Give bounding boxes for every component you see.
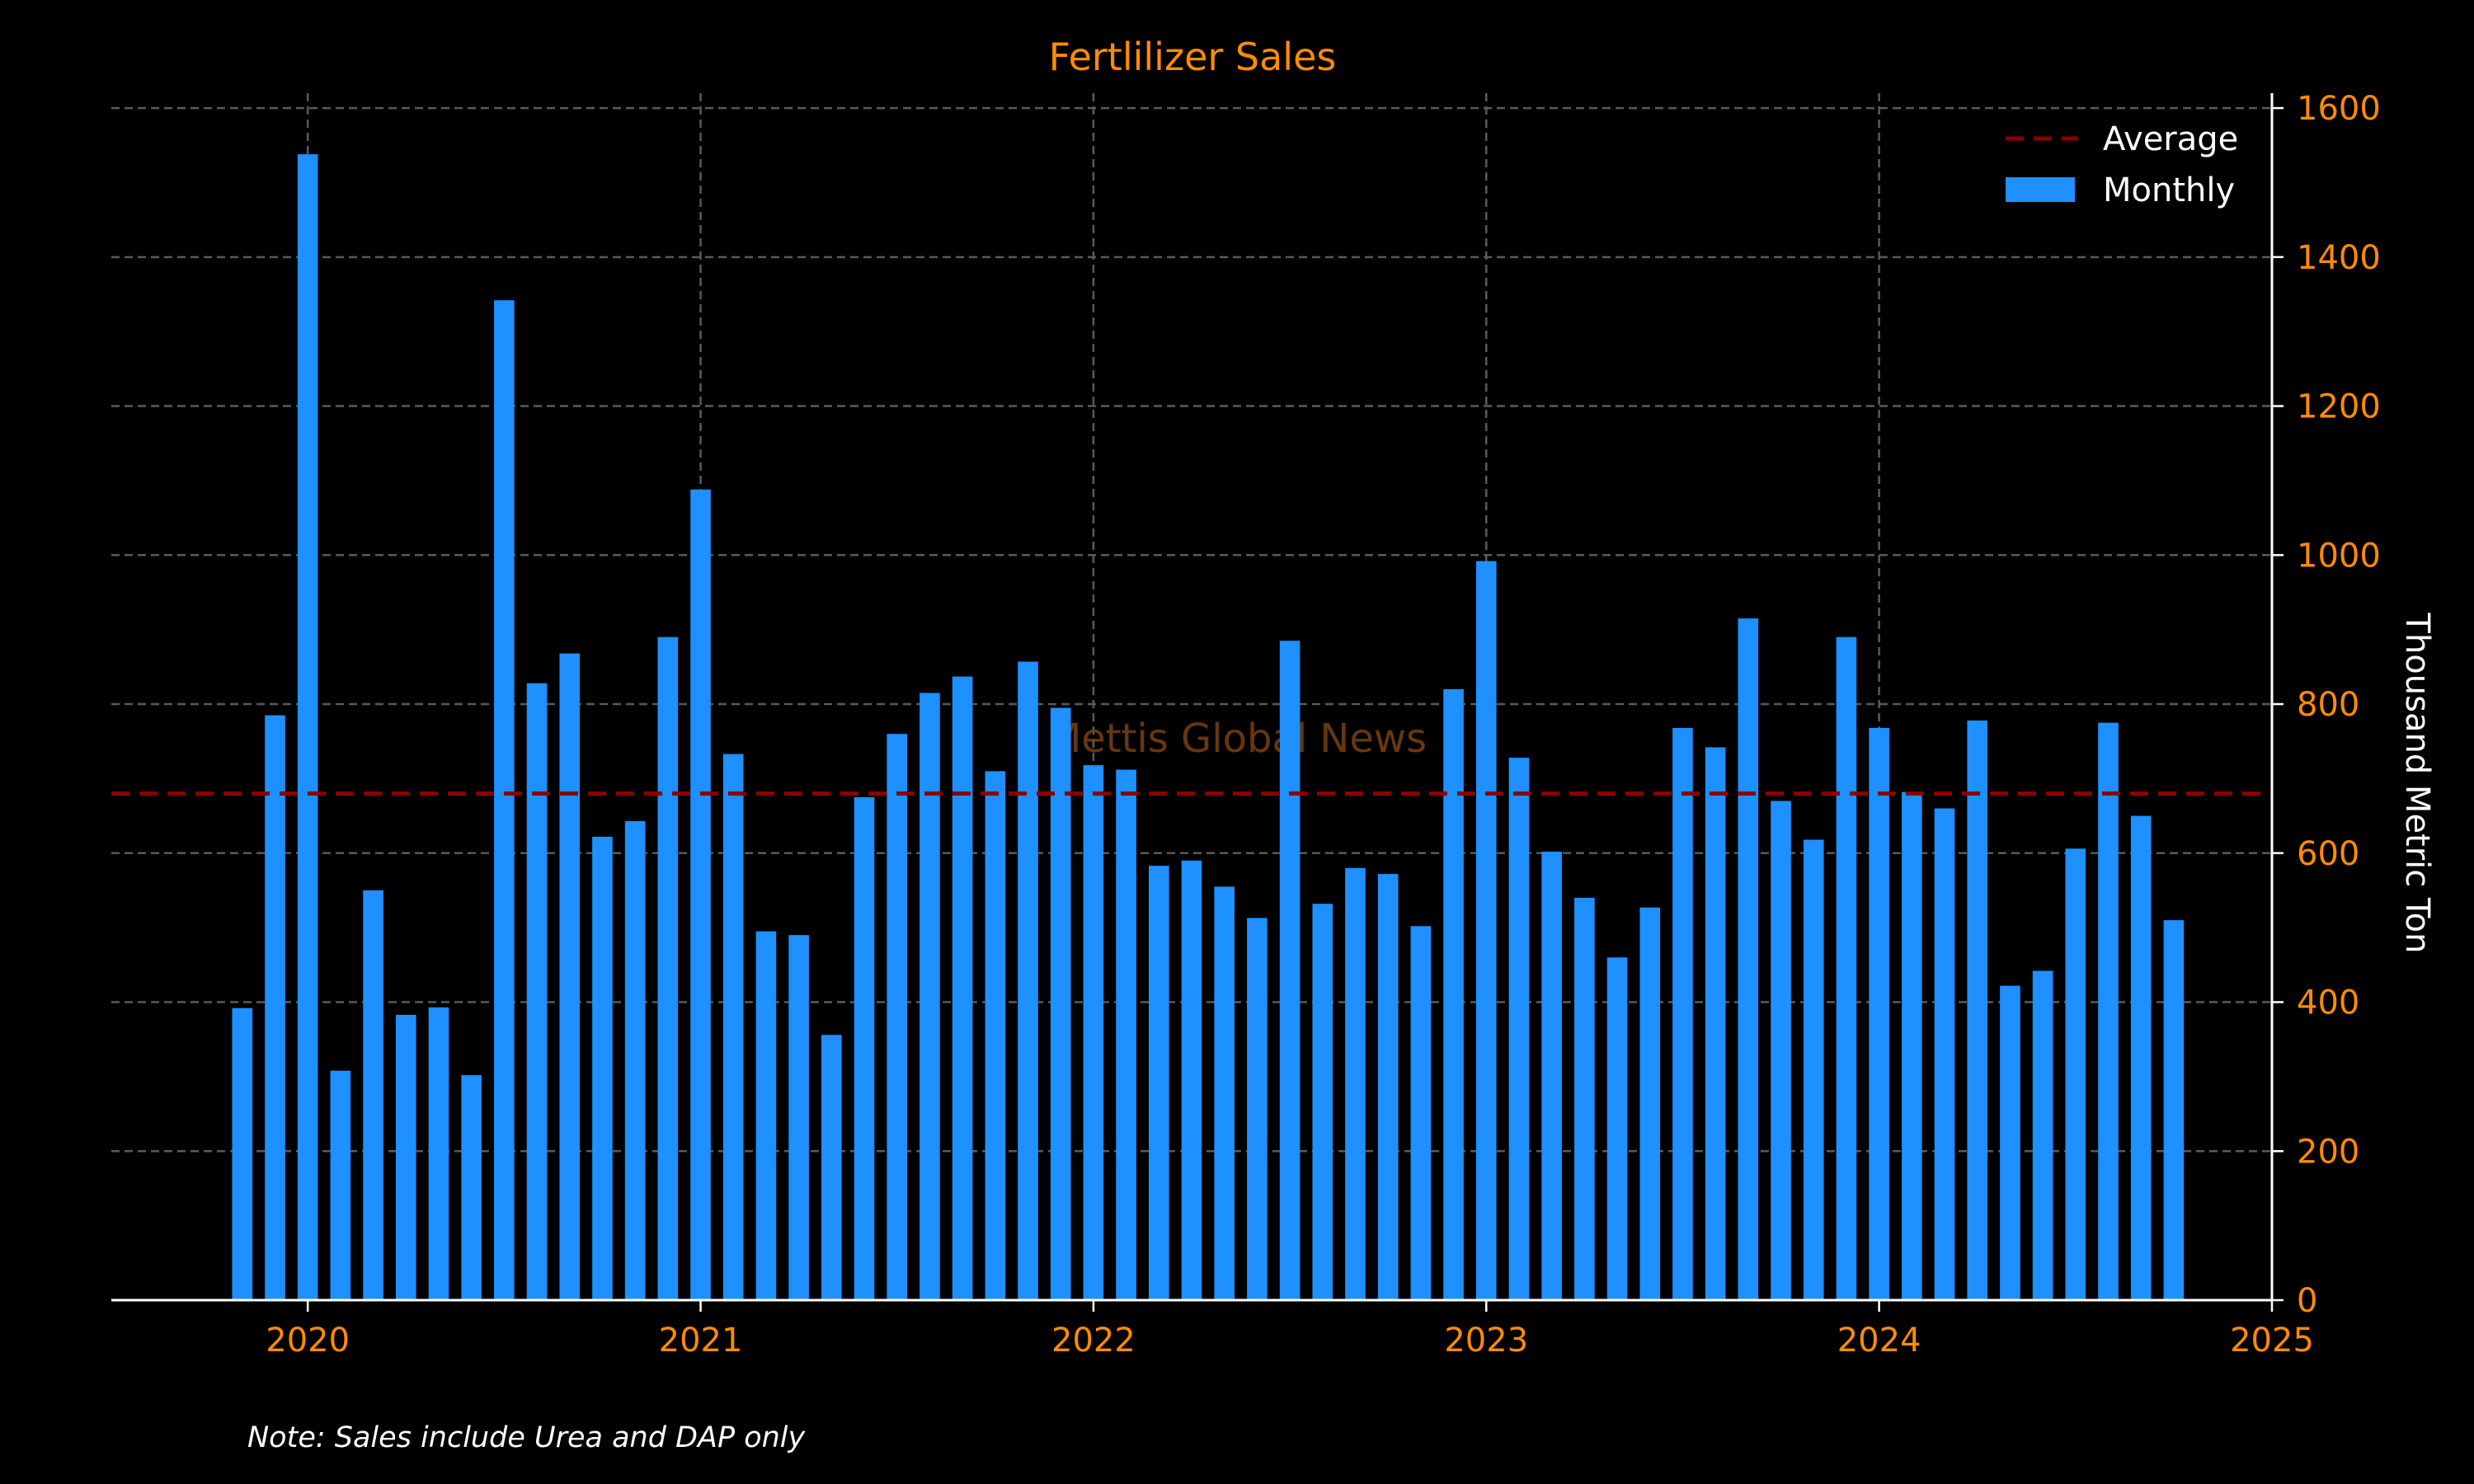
bar-2022-10: [1377, 874, 1399, 1300]
bar-2023-08: [1705, 747, 1726, 1300]
x-tick-label: 2023: [1444, 1322, 1528, 1360]
bar-2020-09: [559, 653, 581, 1300]
bar-2024-06: [2032, 970, 2053, 1300]
bar-2024-03: [1934, 808, 1955, 1300]
y-tick-label: 600: [2297, 835, 2359, 873]
bar-2023-11: [1803, 839, 1824, 1300]
bar-2020-06: [461, 1075, 482, 1300]
bar-2020-10: [592, 836, 613, 1300]
legend-average-label: Average: [2103, 120, 2238, 158]
bar-2021-02: [722, 754, 744, 1300]
bar-2022-09: [1345, 867, 1366, 1300]
bar-2024-09: [2130, 815, 2152, 1300]
bar-2020-04: [395, 1014, 416, 1300]
legend-monthly-swatch: [2006, 177, 2075, 202]
bar-2023-01: [1475, 561, 1497, 1300]
bar-2019-12: [265, 715, 285, 1300]
bar-2023-03: [1541, 851, 1562, 1300]
bar-2023-06: [1639, 907, 1661, 1300]
bar-2021-06: [854, 797, 875, 1300]
y-tick-label: 200: [2297, 1133, 2359, 1171]
bar-2021-07: [887, 734, 908, 1300]
bar-2021-11: [1018, 661, 1038, 1300]
bar-2023-10: [1771, 801, 1791, 1300]
bar-2021-03: [755, 931, 777, 1300]
bar-2023-02: [1508, 758, 1530, 1300]
bar-2020-02: [330, 1070, 351, 1300]
y-tick-label: 800: [2297, 686, 2359, 724]
bar-2022-04: [1181, 860, 1202, 1300]
bar-series-monthly: [232, 154, 2185, 1301]
bar-2021-09: [952, 676, 973, 1300]
bar-2020-01: [297, 154, 318, 1300]
bar-2022-06: [1247, 918, 1268, 1300]
y-tick-label: 1400: [2297, 239, 2381, 277]
bar-2022-12: [1443, 688, 1464, 1300]
bar-2022-02: [1116, 769, 1136, 1300]
bar-2020-11: [624, 820, 646, 1300]
bar-2021-10: [985, 771, 1006, 1300]
bar-2024-02: [1902, 791, 1922, 1300]
y-tick-label: 0: [2297, 1282, 2317, 1320]
bar-2023-05: [1606, 957, 1628, 1300]
y-tick-label: 400: [2297, 984, 2359, 1022]
x-tick-label: 2021: [659, 1322, 743, 1360]
tick-labels: 0 200 400 600 800 1000 1200 1400 1600 2020 2021 202…: [266, 90, 2381, 1360]
y-tick-label: 1200: [2297, 388, 2381, 426]
y-axis-label: Thousand Metric Ton: [2398, 613, 2436, 954]
bar-2024-10: [2163, 920, 2185, 1300]
watermark: Mettis Global News: [1047, 716, 1427, 762]
bar-2021-04: [788, 935, 809, 1300]
bar-2022-11: [1410, 926, 1432, 1300]
bar-2020-05: [428, 1007, 449, 1300]
x-tick-label: 2020: [266, 1322, 350, 1360]
x-tick-label: 2022: [1051, 1322, 1136, 1360]
bar-2021-05: [821, 1035, 842, 1300]
legend-monthly-label: Monthly: [2103, 171, 2235, 209]
x-tick-label: 2025: [2230, 1322, 2314, 1360]
legend: Average Monthly: [2006, 120, 2238, 209]
x-tick-label: 2024: [1837, 1322, 1921, 1360]
y-tick-label: 1600: [2297, 90, 2381, 128]
bar-2023-04: [1574, 898, 1595, 1300]
bar-2020-08: [526, 683, 548, 1300]
footnote: Note: Sales include Urea and DAP only: [247, 1421, 807, 1454]
bar-2021-08: [920, 693, 940, 1300]
bar-2021-12: [1050, 707, 1071, 1300]
y-tick-label: 1000: [2297, 537, 2381, 575]
bar-2022-07: [1279, 641, 1300, 1300]
chart-title: Fertlilizer Sales: [1049, 35, 1337, 79]
bar-2024-01: [1869, 727, 1889, 1300]
bar-2023-07: [1672, 727, 1693, 1300]
bar-2020-07: [494, 300, 515, 1301]
bar-2022-05: [1214, 886, 1235, 1300]
bar-2022-08: [1312, 904, 1333, 1300]
bar-2024-08: [2098, 722, 2119, 1300]
axes: [111, 93, 2284, 1312]
bar-2024-04: [1967, 720, 1988, 1300]
bar-2023-12: [1836, 636, 1857, 1300]
bar-2024-05: [2000, 985, 2020, 1300]
bar-2021-01: [690, 489, 711, 1300]
bar-2020-12: [657, 636, 679, 1300]
bar-2023-09: [1738, 618, 1759, 1300]
bar-2022-03: [1148, 866, 1169, 1300]
bar-2019-11: [232, 1007, 253, 1300]
bar-2024-07: [2065, 848, 2086, 1300]
bar-2020-03: [363, 890, 383, 1300]
bar-2022-01: [1083, 765, 1104, 1300]
